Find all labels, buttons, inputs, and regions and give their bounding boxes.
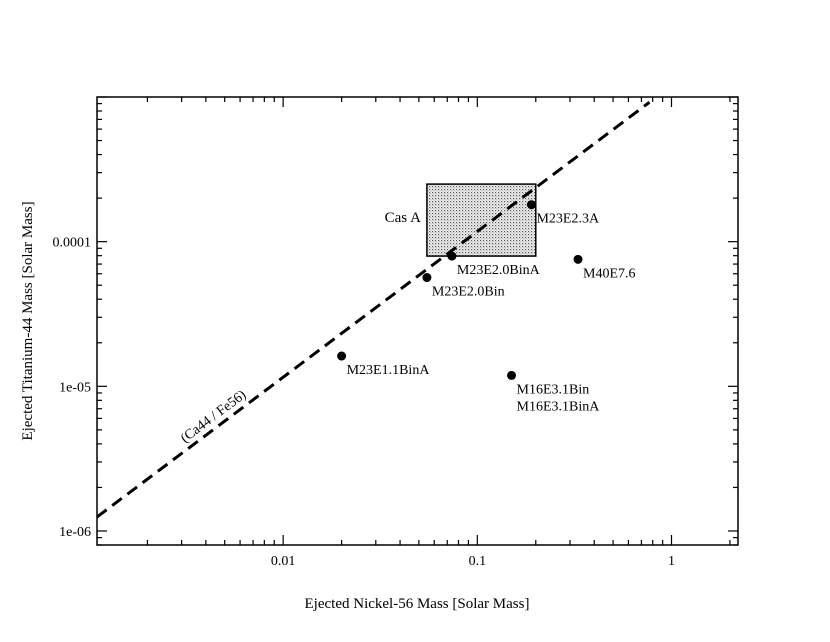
major-ticks [97,96,738,545]
cas-a-region [426,183,537,257]
point-label: M16E3.1Bin [517,382,590,397]
x-tick-label: 1 [668,554,675,569]
data-point [447,251,457,261]
point-label: M23E2.0Bin [432,285,505,300]
y-tick-labels: 1e-06 1e-05 0.0001 [53,236,92,540]
data-point [573,254,583,264]
y-tick-label: 1e-05 [59,380,91,395]
point-label: M23E1.1BinA [347,363,431,378]
point-label: M23E2.0BinA [457,263,541,278]
x-tick-label: 0.01 [271,554,296,569]
minor-ticks [97,97,738,546]
x-tick-labels: 0.01 0.1 1 [271,554,675,569]
cas-a-label: Cas A [385,210,421,226]
data-points: M23E2.3A M23E2.0BinA M40E7.6 M23E2.0Bin M23E… [337,200,636,414]
x-tick-label: 0.1 [469,554,487,569]
data-point [422,273,432,283]
data-point [337,351,347,361]
point-label: M40E7.6 [583,266,636,281]
x-axis-label: Ejected Nickel-56 Mass [Solar Mass] [305,596,530,612]
plot-frame [96,96,739,546]
data-point [526,200,536,210]
point-label: M23E2.3A [536,212,600,227]
y-axis-label: Ejected Titanium-44 Mass [Solar Mass] [20,201,36,440]
ca44-fe56-reference-line [97,101,651,519]
y-tick-label: 0.0001 [53,236,92,251]
reference-line-label: (Ca44 / Fe56) [178,387,249,446]
data-point [507,370,517,380]
y-tick-label: 1e-06 [59,525,91,540]
point-label: M16E3.1BinA [517,399,601,414]
